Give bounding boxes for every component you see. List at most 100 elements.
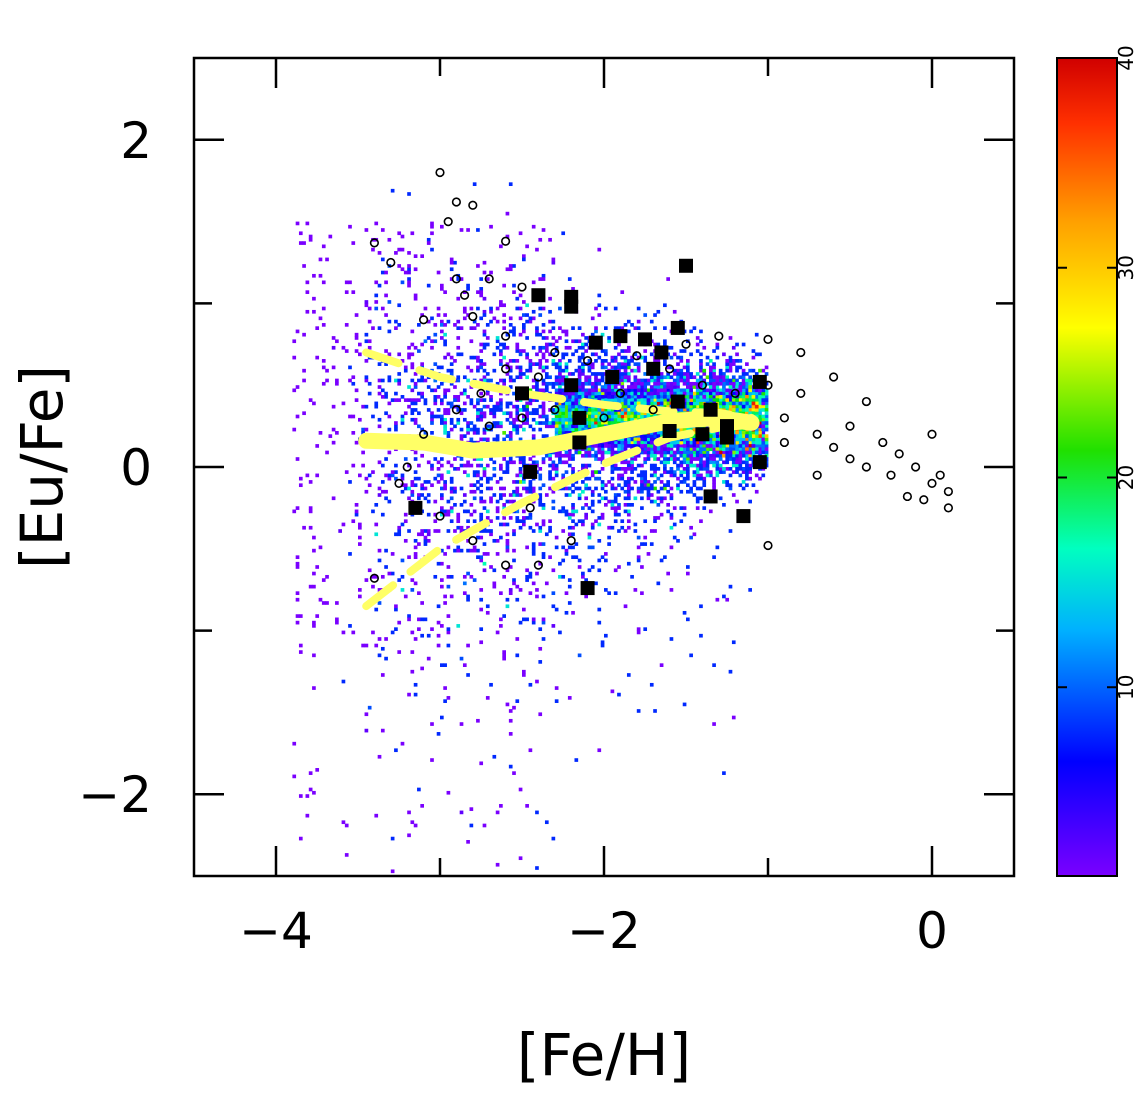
- density-cell: [686, 473, 690, 478]
- density-cell: [610, 385, 615, 389]
- density-cell: [626, 319, 631, 324]
- density-cell: [522, 326, 526, 330]
- density-cell: [620, 447, 625, 452]
- density-cell: [617, 352, 621, 357]
- density-cell: [748, 398, 752, 402]
- density-cell: [741, 398, 746, 402]
- density-cell: [630, 401, 634, 406]
- density-cell: [607, 447, 611, 452]
- density-cell: [561, 352, 566, 357]
- density-cell: [394, 532, 398, 537]
- density-cell: [482, 823, 487, 828]
- density-cell: [348, 480, 352, 484]
- density-cell: [508, 414, 513, 419]
- density-cell: [371, 630, 375, 635]
- density-cell: [407, 692, 411, 697]
- density-cell: [518, 470, 523, 474]
- density-cell: [410, 588, 415, 592]
- density-cell: [751, 437, 756, 442]
- density-cell: [535, 460, 539, 465]
- density-cell: [653, 519, 657, 524]
- density-cell: [541, 617, 546, 622]
- star-open-circle: [501, 236, 511, 246]
- density-cell: [623, 359, 628, 363]
- density-cell: [531, 427, 536, 432]
- density-cell: [702, 398, 707, 402]
- density-cell: [456, 398, 461, 402]
- density-cell: [617, 476, 621, 481]
- density-cell: [682, 349, 687, 353]
- density-cell: [515, 349, 520, 353]
- density-cell: [535, 571, 539, 576]
- density-cell: [718, 381, 723, 386]
- density-cell: [636, 558, 641, 563]
- density-cell: [735, 467, 739, 471]
- density-cell: [751, 368, 756, 373]
- density-cell: [489, 529, 493, 533]
- density-cell: [633, 388, 638, 393]
- density-cell: [338, 529, 342, 533]
- density-cell: [731, 385, 736, 389]
- density-cell: [469, 823, 474, 828]
- density-cell: [469, 807, 474, 811]
- density-cell: [449, 355, 454, 360]
- density-cell: [590, 509, 595, 514]
- density-cell: [581, 368, 585, 373]
- density-cell: [722, 372, 726, 376]
- density-cell: [751, 355, 756, 360]
- density-cell: [587, 391, 592, 396]
- density-cell: [374, 607, 379, 612]
- density-cell: [663, 447, 667, 452]
- density-cell: [485, 610, 490, 615]
- density-cell: [482, 561, 487, 566]
- density-cell: [321, 381, 326, 386]
- density-cell: [410, 493, 415, 497]
- density-cell: [518, 231, 523, 236]
- density-cell: [758, 424, 762, 429]
- density-cell: [607, 440, 611, 445]
- density-cell: [292, 427, 297, 432]
- density-cell: [426, 408, 431, 412]
- density-cell: [610, 447, 615, 452]
- density-cell: [528, 682, 533, 687]
- density-cell: [400, 473, 405, 478]
- density-cell: [413, 417, 418, 422]
- density-cell: [728, 450, 733, 455]
- density-cell: [482, 467, 487, 471]
- density-cell: [459, 408, 464, 412]
- density-cell: [659, 558, 664, 563]
- density-cell: [584, 486, 588, 491]
- density-cell: [728, 529, 733, 533]
- density-cell: [443, 411, 447, 416]
- density-cell: [738, 401, 743, 406]
- star-filled-square: [752, 455, 767, 470]
- density-cell: [515, 489, 520, 494]
- density-cell: [669, 388, 674, 393]
- density-cell: [430, 247, 434, 252]
- density-cell: [531, 529, 536, 533]
- density-cell: [505, 362, 510, 366]
- density-cell: [567, 359, 572, 363]
- density-cell: [607, 417, 611, 422]
- density-cell: [620, 290, 625, 294]
- density-cell: [426, 633, 431, 638]
- density-cell: [663, 496, 667, 501]
- density-cell: [758, 398, 762, 402]
- density-cell: [551, 381, 556, 386]
- density-cell: [499, 424, 503, 429]
- density-cell: [551, 385, 556, 389]
- density-cell: [482, 375, 487, 380]
- colorbar: [1056, 57, 1118, 877]
- density-cell: [476, 463, 480, 468]
- density-cell: [531, 398, 536, 402]
- density-cell: [669, 391, 674, 396]
- density-cell: [351, 431, 356, 435]
- density-cell: [715, 342, 720, 347]
- density-cell: [738, 375, 743, 380]
- density-cell: [653, 529, 657, 533]
- density-cell: [358, 542, 362, 546]
- density-cell: [600, 447, 605, 452]
- density-cell: [659, 395, 664, 399]
- density-cell: [692, 473, 697, 478]
- density-cell: [295, 221, 300, 226]
